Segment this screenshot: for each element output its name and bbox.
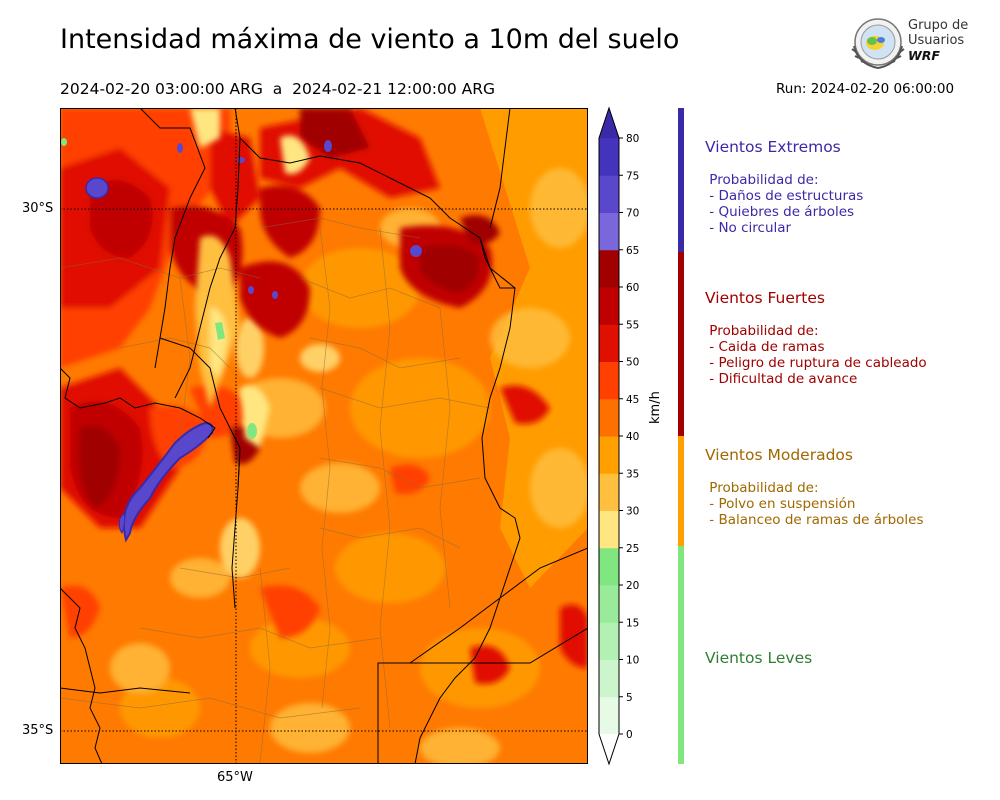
colorbar-tick-label: 50 bbox=[626, 357, 639, 369]
category-extreme-desc: Probabilidad de: - Daños de estructuras … bbox=[709, 172, 864, 236]
run-timestamp: Run: 2024-02-20 06:00:00 bbox=[776, 81, 955, 97]
light-bar bbox=[678, 546, 684, 764]
colorbar-segment bbox=[599, 622, 619, 660]
colorbar-segment bbox=[599, 547, 619, 586]
colorbar-segment bbox=[599, 249, 619, 288]
category-light: Vientos Leves bbox=[705, 649, 812, 667]
colorbar-unit: km/h bbox=[648, 391, 663, 424]
colorbar-tick-label: 55 bbox=[626, 319, 639, 331]
colorbar-segment bbox=[599, 436, 619, 474]
logo-line-2: Usuarios bbox=[908, 33, 965, 48]
colorbar-tick-label: 20 bbox=[626, 580, 639, 592]
logo-text: Grupo de Usuarios WRF bbox=[908, 18, 968, 63]
colorbar-segment bbox=[599, 175, 619, 213]
moderate-bar bbox=[678, 436, 684, 546]
colorbar-segment bbox=[599, 212, 619, 251]
colorbar-tick-label: 35 bbox=[626, 468, 639, 480]
colorbar-tick-label: 5 bbox=[626, 692, 633, 704]
extreme-bar bbox=[678, 108, 684, 252]
colorbar-segment bbox=[599, 585, 619, 623]
colorbar-tick-label: 60 bbox=[626, 282, 639, 294]
strong-bar bbox=[678, 252, 684, 436]
colorbar-tick-label: 70 bbox=[626, 208, 639, 220]
logo-line-1: Grupo de bbox=[908, 18, 969, 33]
category-extreme: Vientos Extremos Probabilidad de: - Daño… bbox=[705, 138, 863, 236]
graticule bbox=[60, 108, 588, 764]
colorbar-segment bbox=[599, 696, 619, 735]
forecast-period: 2024-02-20 03:00:00 ARG a 2024-02-21 12:… bbox=[60, 80, 496, 98]
colorbar: 0 5 10 15 20 25 30 35 40 45 50 55 60 65 70 75 80 bbox=[598, 106, 639, 766]
colorbar-segment bbox=[599, 510, 619, 549]
colorbar-tick-label: 0 bbox=[626, 729, 633, 741]
grupo-usuarios-wrf-logo bbox=[851, 18, 905, 70]
wind-map bbox=[60, 108, 588, 764]
colorbar-tick-label: 15 bbox=[626, 617, 639, 629]
category-strong-desc: Probabilidad de: - Caida de ramas - Peli… bbox=[709, 323, 927, 387]
lat-label-30s: 30°S bbox=[22, 201, 54, 216]
colorbar-tick-label: 45 bbox=[626, 394, 639, 406]
category-light-title: Vientos Leves bbox=[705, 649, 813, 667]
category-strong: Vientos Fuertes Probabilidad de: - Caida… bbox=[705, 289, 927, 387]
colorbar-tick-label: 80 bbox=[626, 133, 639, 145]
colorbar-segment bbox=[599, 361, 619, 400]
lat-label-35s: 35°S bbox=[22, 723, 54, 738]
map-title: Intensidad máxima de viento a 10m del su… bbox=[60, 24, 680, 55]
colorbar-segment bbox=[599, 324, 619, 362]
colorbar-extend-min bbox=[599, 734, 619, 764]
colorbar-segment bbox=[599, 473, 619, 511]
colorbar-segment bbox=[599, 398, 619, 437]
category-strong-title: Vientos Fuertes bbox=[705, 289, 825, 307]
category-moderate-desc: Probabilidad de: - Polvo en suspensión -… bbox=[709, 480, 924, 528]
extreme-wind-zones bbox=[85, 140, 422, 543]
category-extreme-title: Vientos Extremos bbox=[705, 138, 841, 156]
colorbar-segment bbox=[599, 138, 619, 176]
colorbar-tick-label: 75 bbox=[626, 170, 639, 182]
colorbar-tick-label: 65 bbox=[626, 245, 639, 257]
category-moderate: Vientos Moderados Probabilidad de: - Pol… bbox=[705, 446, 924, 528]
colorbar-tick-label: 25 bbox=[626, 543, 639, 555]
category-moderate-title: Vientos Moderados bbox=[705, 446, 853, 464]
logo-line-3: WRF bbox=[908, 48, 940, 63]
colorbar-tick-label: 40 bbox=[626, 431, 639, 443]
lon-label-65w: 65°W bbox=[217, 770, 253, 785]
colorbar-tick-label: 10 bbox=[626, 655, 639, 667]
colorbar-segment bbox=[599, 287, 619, 325]
colorbar-extend-max bbox=[599, 108, 619, 138]
colorbar-tick-label: 30 bbox=[626, 506, 639, 518]
colorbar-segment bbox=[599, 659, 619, 698]
